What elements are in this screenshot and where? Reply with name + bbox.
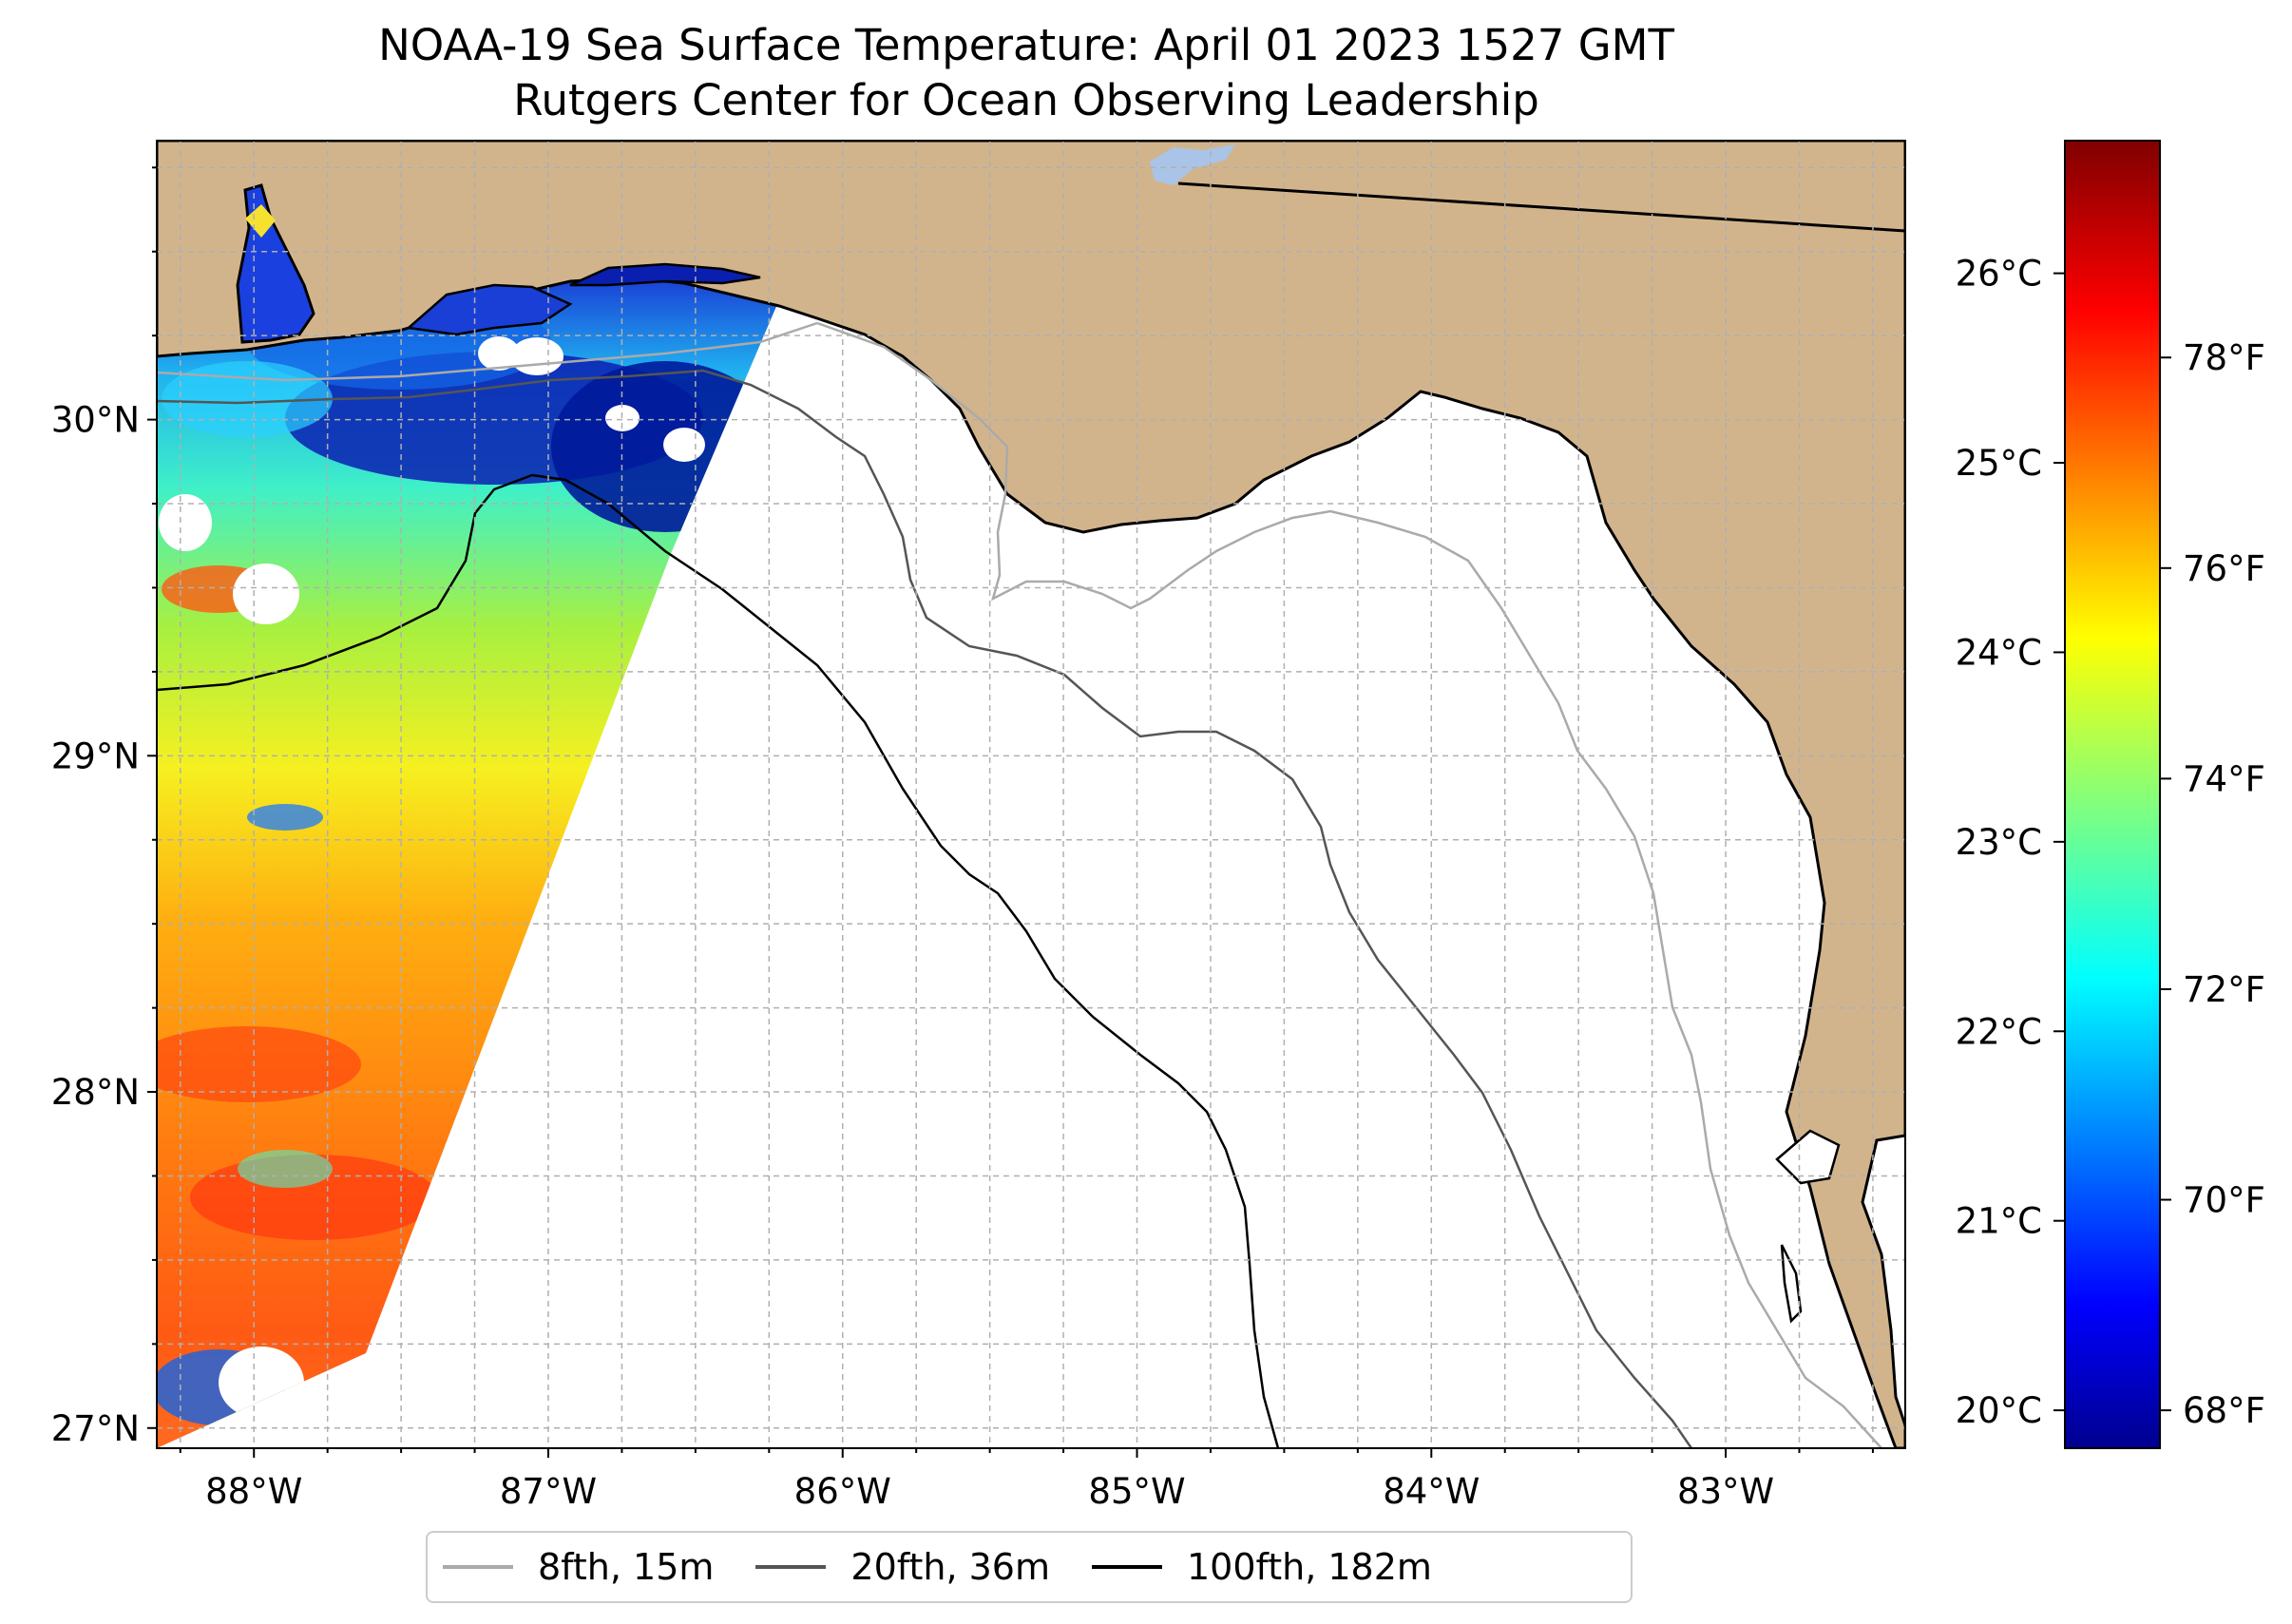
map-title: NOAA-19 Sea Surface Temperature: April 0… [378, 20, 1674, 70]
contour-100fth [157, 473, 1280, 1448]
lon-tick-label: 85°W [1088, 1471, 1185, 1512]
tampa-bay [1775, 1129, 1841, 1185]
legend-item-20fth: 20fth, 36m [755, 1548, 1050, 1586]
fahrenheit-tick-label: 70°F [2183, 1180, 2265, 1221]
colorbar [2064, 140, 2161, 1449]
legend-label-100fth: 100fth, 182m [1186, 1546, 1432, 1588]
legend-item-100fth: 100fth, 182m [1091, 1546, 1432, 1588]
legend-item-8fth: 8fth, 15m [443, 1548, 714, 1586]
fahrenheit-tick-label: 72°F [2183, 969, 2265, 1010]
fahrenheit-tick-label: 68°F [2183, 1390, 2265, 1431]
contour-8fth-west [157, 321, 818, 382]
axis-ticks: 88°W 87°W 86°W 85°W 84°W 83°W 27°N 28°N 29°N 30°N [51, 166, 1874, 1512]
celsius-tick-label: 21°C [1956, 1201, 2042, 1242]
celsius-tick-label: 26°C [1956, 254, 2042, 295]
fahrenheit-tick-label: 78°F [2183, 337, 2265, 378]
contour-legend: 8fth, 15m 20fth, 36m 100fth, 182m [426, 1531, 1633, 1603]
fahrenheit-tick-label: 74°F [2183, 758, 2265, 799]
lat-tick-label: 30°N [51, 400, 140, 441]
lat-tick-label: 27°N [51, 1408, 140, 1449]
contour-20fth [157, 369, 1693, 1448]
celsius-tick-label: 23°C [1956, 822, 2042, 863]
lat-tick-label: 29°N [51, 736, 140, 776]
lon-tick-label: 84°W [1383, 1471, 1480, 1512]
barrier-island [1780, 1244, 1803, 1324]
choctawhatchee-bay [569, 262, 761, 287]
legend-line-8fth [443, 1565, 513, 1569]
celsius-tick-label: 20°C [1956, 1390, 2042, 1431]
celsius-tick-label: 25°C [1956, 443, 2042, 484]
celsius-tick-label: 24°C [1956, 632, 2042, 673]
celsius-tick-label: 22°C [1956, 1011, 2042, 1052]
lon-tick-label: 88°W [205, 1471, 302, 1512]
map-frame [156, 140, 1906, 1449]
lon-tick-label: 87°W [500, 1471, 597, 1512]
colorbar-ticks: 20°C 21°C 22°C 23°C 24°C 25°C 26°C 68°F 70°F 72°F… [1956, 254, 2265, 1432]
legend-label-20fth: 20fth, 36m [850, 1546, 1050, 1588]
lon-tick-label: 83°W [1677, 1471, 1774, 1512]
lat-tick-label: 28°N [51, 1072, 140, 1113]
legend-line-20fth [755, 1565, 827, 1569]
gridlines [157, 141, 1905, 1448]
contour-8fth-florida [816, 321, 1882, 1448]
legend-label-8fth: 8fth, 15m [538, 1546, 715, 1588]
legend-line-100fth [1091, 1565, 1162, 1569]
state-border [1177, 182, 1905, 233]
map-subtitle: Rutgers Center for Ocean Observing Leade… [513, 75, 1539, 125]
lon-tick-label: 86°W [794, 1471, 891, 1512]
fahrenheit-tick-label: 76°F [2183, 548, 2265, 589]
mobile-bay-warm [245, 204, 276, 238]
lake [1150, 144, 1235, 185]
pensacola-bay [406, 283, 573, 336]
